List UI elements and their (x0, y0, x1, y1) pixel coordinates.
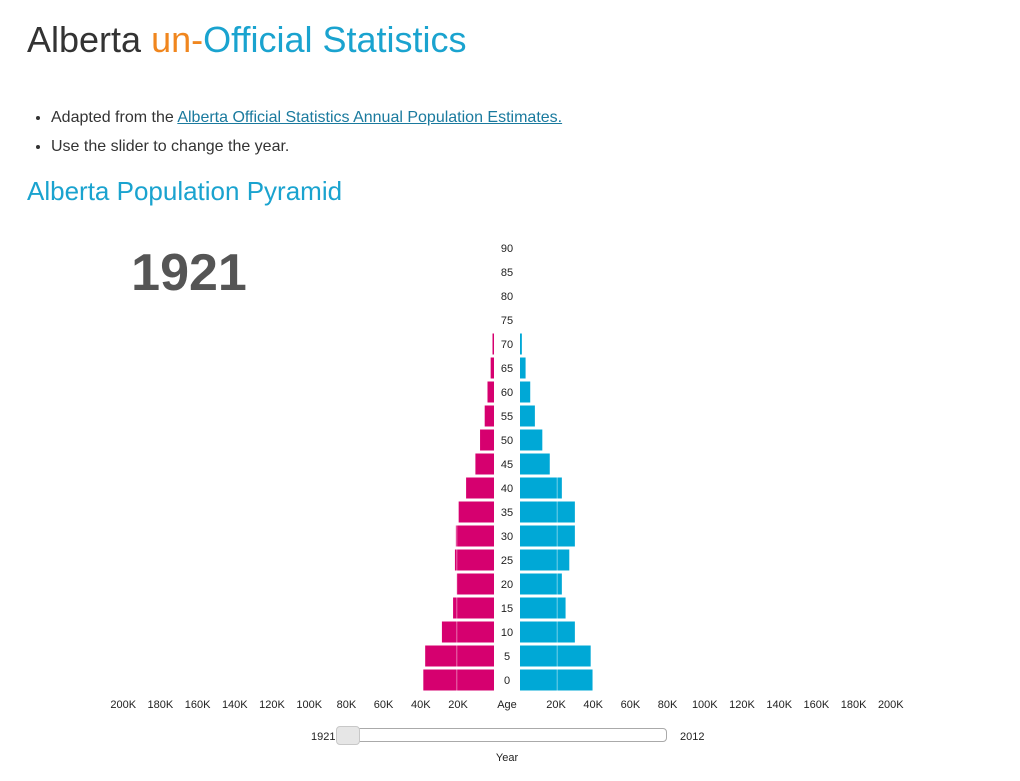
site-title-part3: Official Statistics (203, 19, 467, 60)
age-axis-label: Age (497, 699, 517, 711)
bar-right-age-30 (520, 525, 575, 547)
age-label-80: 80 (501, 291, 513, 303)
x-tick-right-120K: 120K (729, 699, 755, 711)
age-label-0: 0 (504, 675, 510, 687)
age-label-20: 20 (501, 579, 513, 591)
x-tick-right-80K: 80K (658, 699, 678, 711)
age-label-45: 45 (501, 459, 513, 471)
bar-right-age-40 (520, 477, 562, 499)
age-label-90: 90 (501, 243, 513, 255)
bar-right-age-10 (520, 621, 575, 643)
x-tick-left-180K: 180K (148, 699, 174, 711)
bar-left-age-55 (484, 405, 494, 427)
x-tick-right-200K: 200K (878, 699, 904, 711)
bar-left-age-0 (423, 669, 494, 691)
bar-right-age-0 (520, 669, 593, 691)
slider-min-label: 1921 (311, 731, 336, 743)
bar-right-age-5 (520, 645, 591, 667)
x-tick-left-120K: 120K (259, 699, 285, 711)
bar-left-age-65 (490, 357, 494, 379)
bar-left-age-20 (456, 573, 494, 595)
bar-right-age-25 (520, 549, 570, 571)
year-slider[interactable]: 1921 2012 (300, 726, 720, 748)
bar-right-age-70 (520, 333, 522, 355)
age-label-85: 85 (501, 267, 513, 279)
x-tick-right-100K: 100K (692, 699, 718, 711)
age-label-50: 50 (501, 435, 513, 447)
bar-right-age-55 (520, 405, 535, 427)
age-label-40: 40 (501, 483, 513, 495)
intro-list: Adapted from the Alberta Official Statis… (27, 103, 562, 161)
intro-item-instruction: Use the slider to change the year. (51, 132, 562, 161)
x-tick-left-140K: 140K (222, 699, 248, 711)
x-tick-right-20K: 20K (546, 699, 566, 711)
bar-right-age-65 (520, 357, 526, 379)
x-tick-right-140K: 140K (766, 699, 792, 711)
bar-right-age-50 (520, 429, 543, 451)
bar-right-age-15 (520, 597, 566, 619)
x-tick-right-180K: 180K (841, 699, 867, 711)
bar-left-age-60 (487, 381, 494, 403)
age-label-30: 30 (501, 531, 513, 543)
x-tick-left-100K: 100K (296, 699, 322, 711)
x-tick-left-20K: 20K (448, 699, 468, 711)
age-label-65: 65 (501, 363, 513, 375)
x-tick-right-40K: 40K (583, 699, 603, 711)
bar-right-age-35 (520, 501, 575, 523)
bar-right-age-60 (520, 381, 531, 403)
age-label-5: 5 (504, 651, 510, 663)
x-tick-left-40K: 40K (411, 699, 431, 711)
intro-item-source-prefix: Adapted from the (51, 109, 178, 126)
age-label-15: 15 (501, 603, 513, 615)
bar-left-age-15 (453, 597, 494, 619)
bar-right-age-45 (520, 453, 550, 475)
bar-left-age-50 (480, 429, 494, 451)
slider-track[interactable] (336, 728, 667, 742)
year-display: 1921 (131, 244, 247, 302)
bar-left-age-45 (475, 453, 494, 475)
age-label-75: 75 (501, 315, 513, 327)
intro-item-source: Adapted from the Alberta Official Statis… (51, 103, 562, 132)
age-label-25: 25 (501, 555, 513, 567)
bar-left-age-35 (458, 501, 494, 523)
site-title: Alberta un-Official Statistics (27, 18, 467, 62)
slider-max-label: 2012 (680, 731, 705, 743)
x-tick-right-60K: 60K (621, 699, 641, 711)
bar-left-age-40 (466, 477, 494, 499)
x-tick-left-160K: 160K (185, 699, 211, 711)
x-axis-label: Year (496, 752, 519, 764)
bar-left-age-25 (454, 549, 494, 571)
age-label-55: 55 (501, 411, 513, 423)
bar-left-age-30 (455, 525, 494, 547)
source-link[interactable]: Alberta Official Statistics Annual Popul… (177, 109, 563, 126)
site-title-part2: un- (151, 19, 204, 60)
bar-left-age-70 (492, 333, 494, 355)
x-tick-right-160K: 160K (804, 699, 830, 711)
x-tick-left-200K: 200K (110, 699, 136, 711)
age-label-60: 60 (501, 387, 513, 399)
x-tick-left-80K: 80K (337, 699, 357, 711)
site-title-part1: Alberta (27, 19, 152, 60)
age-label-70: 70 (501, 339, 513, 351)
bar-left-age-10 (441, 621, 494, 643)
slider-handle[interactable] (336, 726, 360, 745)
x-tick-left-60K: 60K (374, 699, 394, 711)
bar-left-age-5 (425, 645, 494, 667)
bar-right-age-20 (520, 573, 562, 595)
age-label-35: 35 (501, 507, 513, 519)
section-title: Alberta Population Pyramid (27, 176, 343, 206)
age-label-10: 10 (501, 627, 513, 639)
